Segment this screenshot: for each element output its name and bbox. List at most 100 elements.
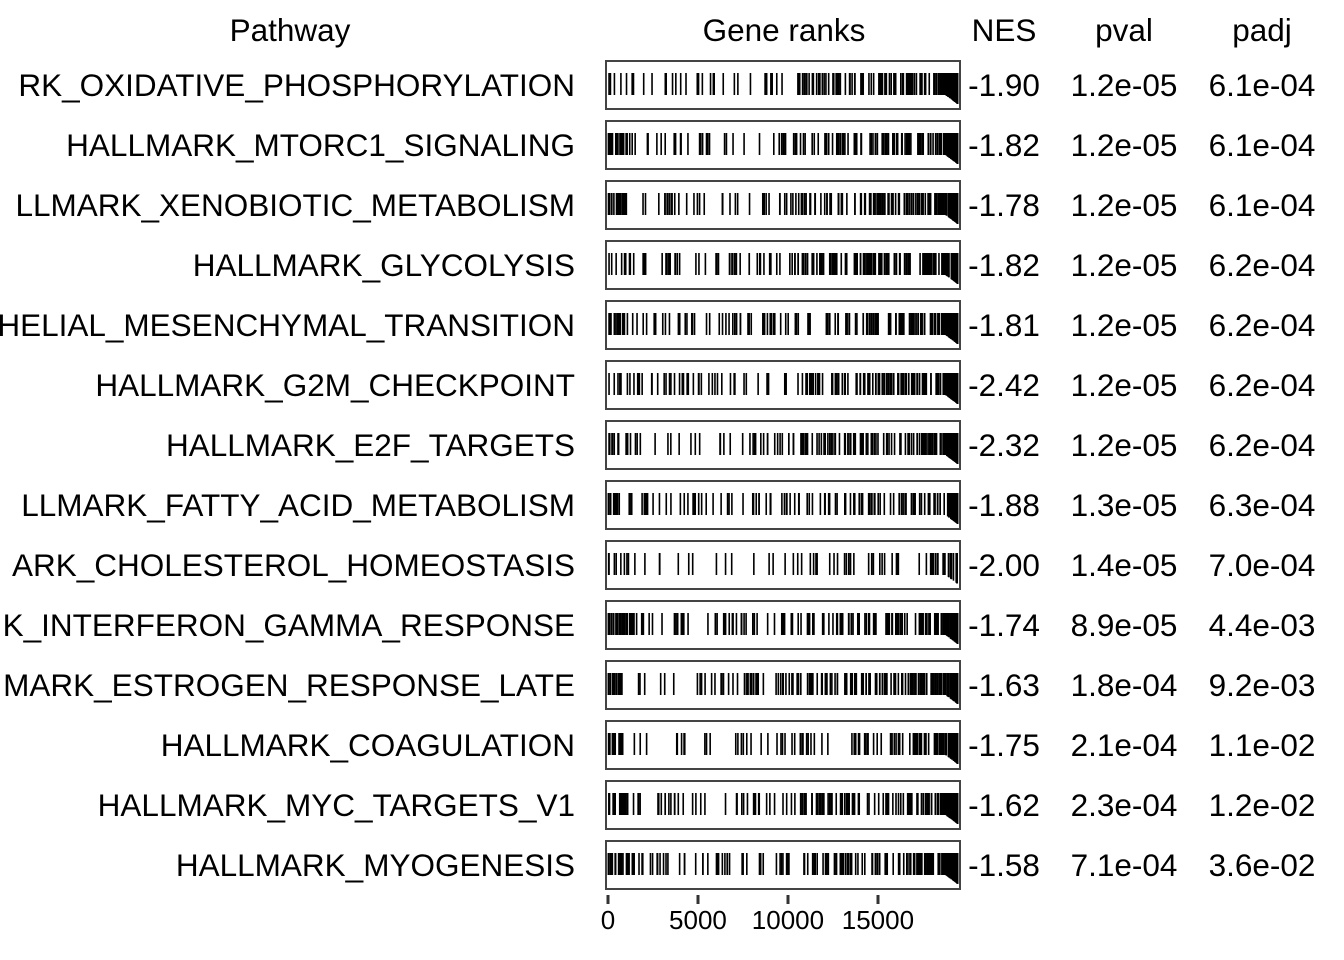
pathway-label: ARK_CHOLESTEROL_HOMEOSTASIS — [11, 546, 575, 583]
col-header-pval: pval — [1095, 11, 1153, 48]
col-header-nes: NES — [971, 11, 1037, 48]
table-row: HALLMARK_GLYCOLYSIS -1.82 1.2e-05 6.2e-0… — [0, 240, 1344, 290]
pval-value: 2.3e-04 — [1070, 786, 1178, 823]
pathway-label: MARK_ESTROGEN_RESPONSE_LATE — [3, 666, 575, 703]
gene-ranks-plot — [605, 840, 961, 890]
table-row: HALLMARK_G2M_CHECKPOINT -2.42 1.2e-05 6.… — [0, 360, 1344, 410]
table-row: HALLMARK_MYC_TARGETS_V1 -1.62 2.3e-04 1.… — [0, 780, 1344, 830]
padj-value: 4.4e-03 — [1208, 606, 1316, 643]
pval-value: 2.1e-04 — [1070, 726, 1178, 763]
gene-ranks-plot — [605, 240, 961, 290]
pathway-label: HALLMARK_MYOGENESIS — [175, 846, 575, 883]
rank-ticks-svg — [607, 613, 959, 644]
pathway-label: HALLMARK_MYC_TARGETS_V1 — [97, 786, 575, 823]
pval-value: 1.4e-05 — [1070, 546, 1178, 583]
padj-value: 1.1e-02 — [1208, 726, 1316, 763]
table-row: HALLMARK_MTORC1_SIGNALING -1.82 1.2e-05 … — [0, 120, 1344, 170]
gene-ranks-plot — [605, 720, 961, 770]
rank-ticks-svg — [607, 733, 959, 764]
gene-ranks-plot — [605, 300, 961, 350]
rank-ticks-svg — [607, 193, 959, 224]
pathway-label: LLMARK_XENOBIOTIC_METABOLISM — [15, 186, 575, 223]
nes-value: -2.42 — [968, 366, 1040, 403]
nes-value: -1.88 — [968, 486, 1040, 523]
table-row: K_INTERFERON_GAMMA_RESPONSE -1.74 8.9e-0… — [0, 600, 1344, 650]
gene-ranks-plot — [605, 180, 961, 230]
gene-ranks-plot — [605, 780, 961, 830]
pval-value: 1.2e-05 — [1070, 246, 1178, 283]
gene-ranks-plot — [605, 60, 961, 110]
rank-ticks-svg — [608, 373, 959, 404]
padj-value: 6.1e-04 — [1208, 126, 1316, 163]
rank-ticks-svg — [607, 853, 959, 884]
padj-value: 6.2e-04 — [1208, 366, 1316, 403]
gene-ranks-plot — [605, 120, 961, 170]
pval-value: 1.8e-04 — [1070, 666, 1178, 703]
padj-value: 6.2e-04 — [1208, 426, 1316, 463]
padj-value: 9.2e-03 — [1208, 666, 1316, 703]
pathway-label: HALLMARK_E2F_TARGETS — [165, 426, 575, 463]
pathway-label: K_INTERFERON_GAMMA_RESPONSE — [2, 606, 575, 643]
gene-ranks-plot — [605, 540, 961, 590]
x-axis-tick — [786, 895, 790, 904]
table-row: HALLMARK_MYOGENESIS -1.58 7.1e-04 3.6e-0… — [0, 840, 1344, 890]
pval-value: 1.3e-05 — [1070, 486, 1178, 523]
pval-value: 1.2e-05 — [1070, 126, 1178, 163]
col-header-gene-ranks: Gene ranks — [702, 11, 866, 48]
table-row: HALLMARK_COAGULATION -1.75 2.1e-04 1.1e-… — [0, 720, 1344, 770]
pval-value: 1.2e-05 — [1070, 426, 1178, 463]
pathway-label: RK_OXIDATIVE_PHOSPHORYLATION — [18, 66, 575, 103]
padj-value: 6.1e-04 — [1208, 66, 1316, 103]
col-header-pathway: Pathway — [229, 11, 351, 48]
table-row: RK_OXIDATIVE_PHOSPHORYLATION -1.90 1.2e-… — [0, 60, 1344, 110]
x-axis-tick-label: 5000 — [669, 905, 727, 935]
nes-value: -1.82 — [968, 126, 1040, 163]
padj-value: 6.2e-04 — [1208, 246, 1316, 283]
rank-ticks-svg — [607, 493, 959, 524]
x-axis-tick — [606, 895, 610, 904]
nes-value: -2.32 — [968, 426, 1040, 463]
nes-value: -1.63 — [968, 666, 1040, 703]
x-axis-tick-label: 0 — [600, 905, 616, 935]
padj-value: 6.1e-04 — [1208, 186, 1316, 223]
pathway-label: HELIAL_MESENCHYMAL_TRANSITION — [0, 306, 575, 343]
gene-ranks-plot — [605, 360, 961, 410]
gene-ranks-plot — [605, 660, 961, 710]
table-row: LLMARK_FATTY_ACID_METABOLISM -1.88 1.3e-… — [0, 480, 1344, 530]
padj-value: 3.6e-02 — [1208, 846, 1316, 883]
rank-ticks-svg — [607, 133, 959, 164]
padj-value: 6.3e-04 — [1208, 486, 1316, 523]
x-axis-tick-label: 15000 — [841, 905, 915, 935]
nes-value: -1.62 — [968, 786, 1040, 823]
nes-value: -1.78 — [968, 186, 1040, 223]
rank-ticks-svg — [608, 793, 959, 824]
pathway-label: HALLMARK_MTORC1_SIGNALING — [66, 126, 575, 163]
table-row: LLMARK_XENOBIOTIC_METABOLISM -1.78 1.2e-… — [0, 180, 1344, 230]
gene-ranks-plot — [605, 480, 961, 530]
rank-ticks-svg — [607, 553, 958, 584]
gene-ranks-plot — [605, 600, 961, 650]
pval-value: 1.2e-05 — [1070, 66, 1178, 103]
pval-value: 1.2e-05 — [1070, 366, 1178, 403]
rank-ticks-svg — [608, 73, 959, 104]
table-row: ARK_CHOLESTEROL_HOMEOSTASIS -2.00 1.4e-0… — [0, 540, 1344, 590]
gene-ranks-plot — [605, 420, 961, 470]
pathway-label: HALLMARK_COAGULATION — [160, 726, 575, 763]
nes-value: -1.90 — [968, 66, 1040, 103]
padj-value: 7.0e-04 — [1208, 546, 1316, 583]
pval-value: 7.1e-04 — [1070, 846, 1178, 883]
nes-value: -2.00 — [968, 546, 1040, 583]
rank-ticks-svg — [608, 313, 959, 344]
nes-value: -1.74 — [968, 606, 1040, 643]
pathway-label: HALLMARK_G2M_CHECKPOINT — [95, 366, 575, 403]
table-row: HELIAL_MESENCHYMAL_TRANSITION -1.81 1.2e… — [0, 300, 1344, 350]
x-axis-tick-label: 10000 — [751, 905, 825, 935]
table-row: HALLMARK_E2F_TARGETS -2.32 1.2e-05 6.2e-… — [0, 420, 1344, 470]
table-row: MARK_ESTROGEN_RESPONSE_LATE -1.63 1.8e-0… — [0, 660, 1344, 710]
nes-value: -1.58 — [968, 846, 1040, 883]
nes-value: -1.75 — [968, 726, 1040, 763]
rank-ticks-svg — [607, 673, 959, 704]
padj-value: 6.2e-04 — [1208, 306, 1316, 343]
rank-ticks-svg — [608, 253, 959, 284]
